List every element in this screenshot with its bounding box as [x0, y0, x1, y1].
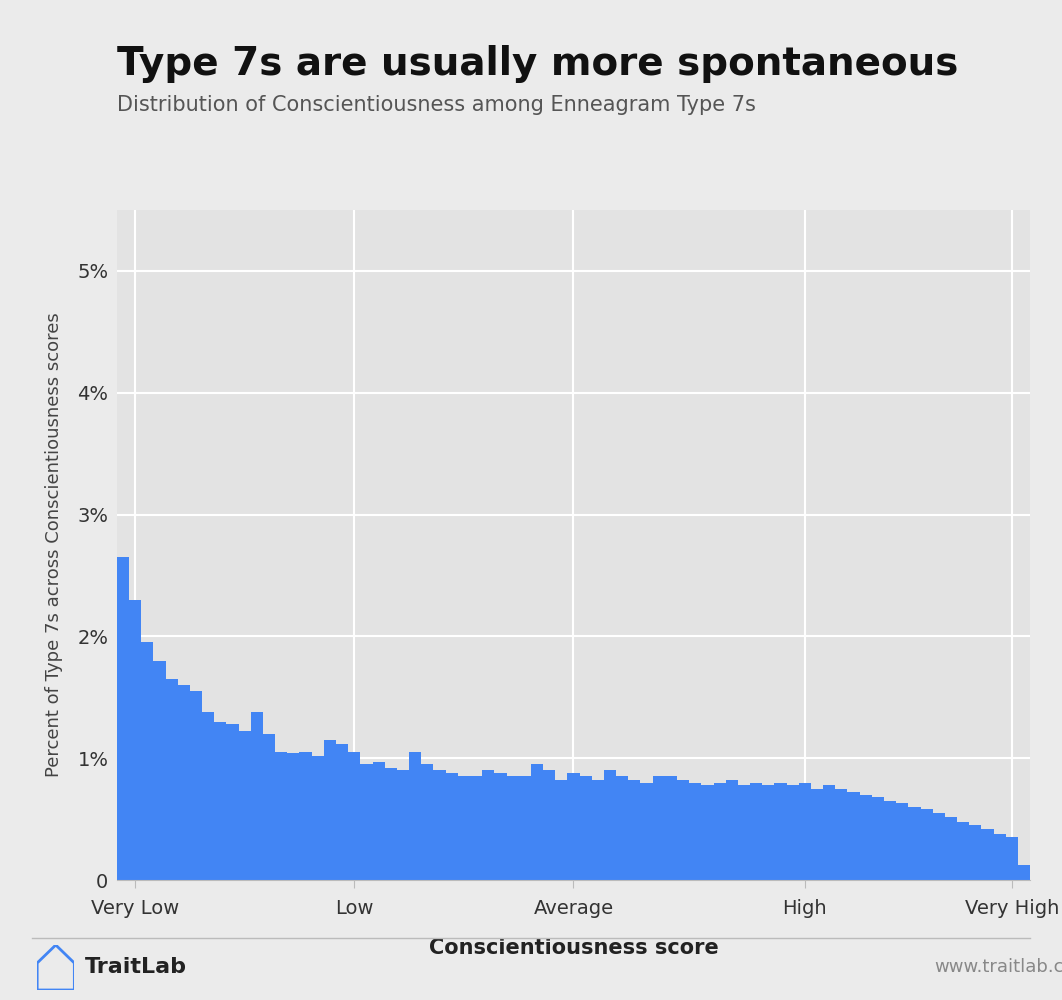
Bar — [847, 792, 859, 880]
Bar — [774, 783, 787, 880]
Bar — [458, 776, 470, 880]
Bar — [531, 764, 543, 880]
Bar — [239, 731, 251, 880]
Bar — [665, 776, 676, 880]
Bar — [689, 783, 701, 880]
Bar — [763, 785, 774, 880]
Bar — [859, 795, 872, 880]
Y-axis label: Percent of Type 7s across Conscientiousness scores: Percent of Type 7s across Conscientiousn… — [46, 313, 64, 777]
Bar — [311, 756, 324, 880]
Bar — [470, 776, 482, 880]
Text: Type 7s are usually more spontaneous: Type 7s are usually more spontaneous — [117, 45, 958, 83]
Bar — [640, 783, 653, 880]
Bar — [567, 773, 580, 880]
Bar — [787, 785, 799, 880]
Bar — [970, 825, 981, 880]
Bar — [580, 776, 592, 880]
Bar — [275, 752, 288, 880]
Bar — [263, 734, 275, 880]
Bar — [896, 803, 908, 880]
Bar — [141, 642, 153, 880]
X-axis label: Conscientiousness score: Conscientiousness score — [429, 938, 718, 958]
Bar — [872, 797, 884, 880]
Bar — [701, 785, 714, 880]
Bar — [202, 712, 215, 880]
Bar — [251, 712, 263, 880]
Bar — [324, 740, 336, 880]
Bar — [166, 679, 177, 880]
Bar — [117, 557, 129, 880]
Bar — [908, 807, 921, 880]
Bar — [384, 768, 397, 880]
Bar — [604, 770, 616, 880]
Text: www.traitlab.com: www.traitlab.com — [935, 958, 1062, 976]
Bar — [494, 773, 507, 880]
Bar — [507, 776, 518, 880]
Bar — [446, 773, 458, 880]
Bar — [957, 822, 970, 880]
Bar — [714, 783, 725, 880]
Bar — [823, 785, 836, 880]
Bar — [994, 834, 1006, 880]
Bar — [750, 783, 763, 880]
Bar — [932, 813, 945, 880]
Bar — [799, 783, 811, 880]
Bar — [129, 600, 141, 880]
Bar — [190, 691, 202, 880]
Bar — [555, 780, 567, 880]
Bar — [348, 752, 360, 880]
Bar — [676, 780, 689, 880]
Bar — [422, 764, 433, 880]
Bar — [884, 801, 896, 880]
Bar — [215, 722, 226, 880]
Bar — [725, 780, 738, 880]
Bar — [836, 789, 847, 880]
Bar — [336, 744, 348, 880]
Bar — [1018, 865, 1030, 880]
Bar — [543, 770, 555, 880]
Bar — [299, 752, 311, 880]
Bar — [288, 753, 299, 880]
Bar — [592, 780, 604, 880]
Bar — [738, 785, 750, 880]
Bar — [226, 724, 239, 880]
Bar — [1006, 837, 1018, 880]
Bar — [921, 809, 932, 880]
Bar — [482, 770, 494, 880]
Bar — [811, 789, 823, 880]
Bar — [360, 764, 373, 880]
Bar — [616, 776, 629, 880]
Bar — [373, 762, 384, 880]
Bar — [629, 780, 640, 880]
Text: TraitLab: TraitLab — [85, 957, 187, 977]
Bar — [433, 770, 446, 880]
Bar — [518, 776, 531, 880]
Bar — [409, 752, 422, 880]
Text: Distribution of Conscientiousness among Enneagram Type 7s: Distribution of Conscientiousness among … — [117, 95, 756, 115]
Bar — [653, 776, 665, 880]
Bar — [945, 817, 957, 880]
Bar — [397, 770, 409, 880]
Bar — [981, 829, 994, 880]
Bar — [153, 661, 166, 880]
Bar — [177, 685, 190, 880]
